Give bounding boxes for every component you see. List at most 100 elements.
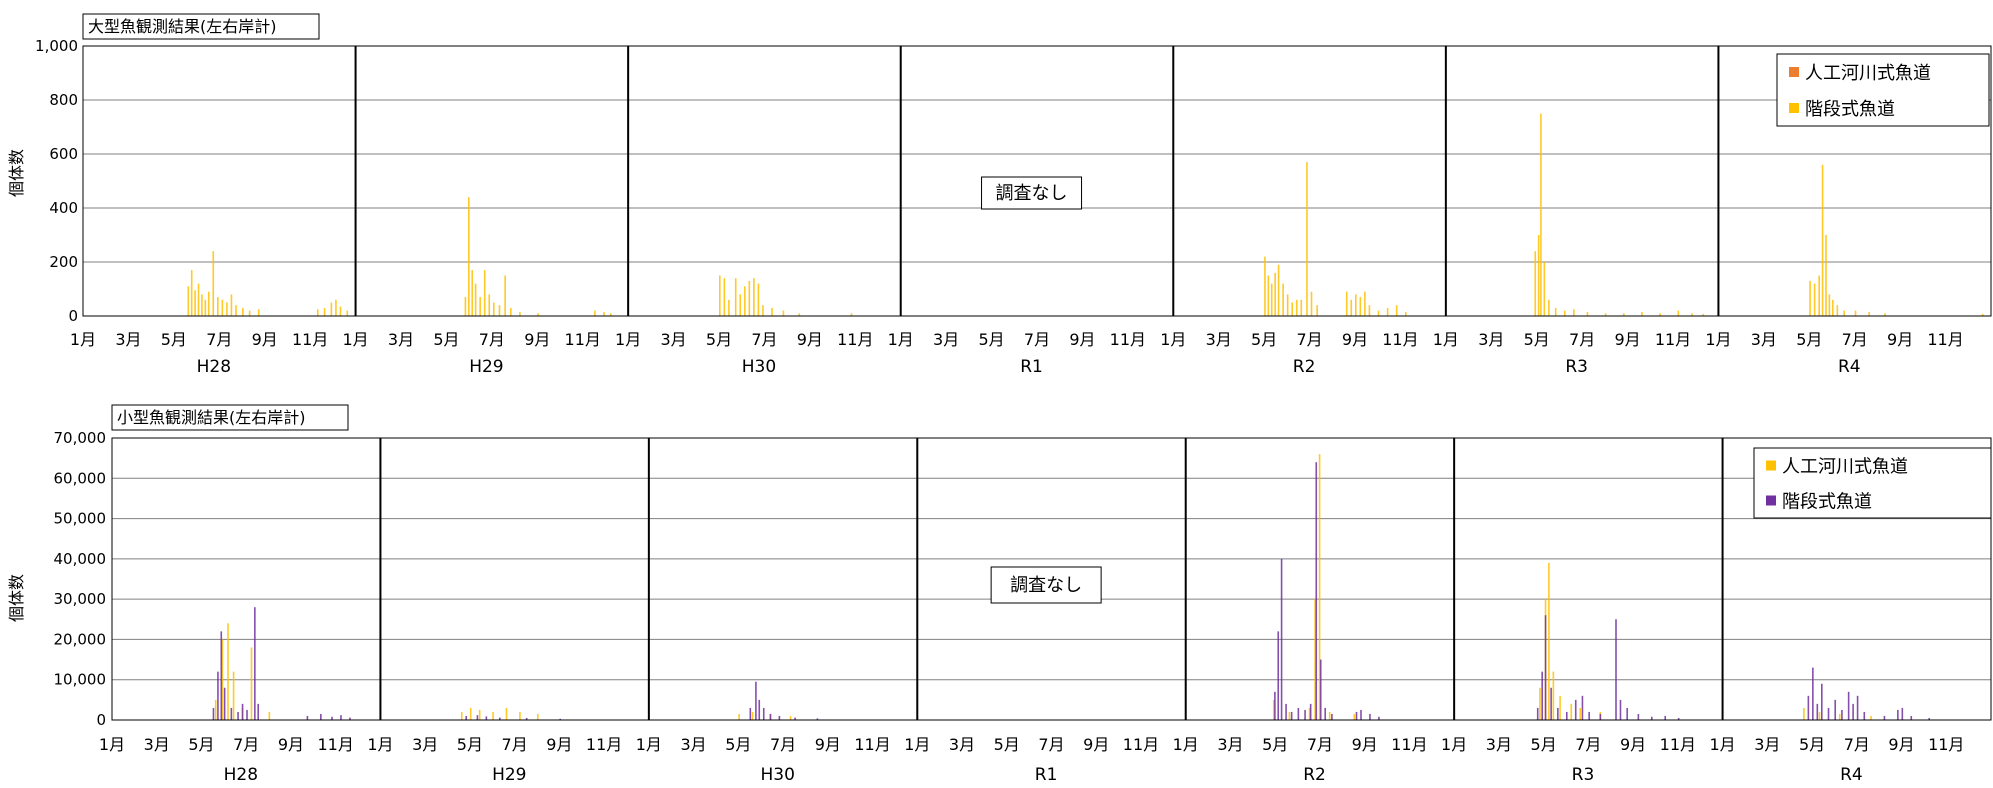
legend-box (1776, 53, 1990, 127)
no-survey-box (990, 566, 1102, 604)
x-month-label: 7月 (1569, 330, 1595, 349)
bar (241, 703, 244, 720)
bar (1832, 299, 1834, 316)
bar (762, 707, 765, 720)
bar (1677, 310, 1680, 316)
legend-swatch-artificial (1766, 460, 1776, 471)
bar (1353, 713, 1356, 720)
bar (230, 294, 233, 316)
bar (1306, 162, 1308, 316)
year-label: R1 (1035, 765, 1058, 785)
y-tick-label: 1,000 (35, 37, 78, 55)
chart-title: 大型魚観測結果(左右岸計) (88, 17, 277, 36)
bar (1852, 703, 1854, 720)
x-month-label: 7月 (1844, 735, 1870, 754)
x-month-label: 5月 (1251, 330, 1277, 349)
x-month-label: 11月 (1660, 735, 1696, 754)
bar (1574, 699, 1577, 720)
x-month-label: 1月 (70, 330, 96, 349)
x-month-label: 7月 (1296, 330, 1322, 349)
legend: 人工河川式魚道 階段式魚道 (1776, 53, 1990, 127)
x-month-label: 5月 (188, 735, 214, 754)
bar (719, 275, 721, 316)
y-tick-label: 60,000 (54, 469, 107, 487)
y-tick-labels: 0 200 400 600 800 1,000 (35, 37, 78, 325)
bar (476, 715, 479, 720)
bar (1641, 311, 1643, 316)
x-month-label: 5月 (1796, 330, 1822, 349)
x-month-label: 3月 (115, 330, 141, 349)
bar (798, 313, 801, 316)
bar (468, 197, 470, 316)
x-month-label: 9月 (1069, 330, 1095, 349)
bar (1286, 294, 1289, 316)
bar (1331, 713, 1333, 720)
x-month-label: 3月 (681, 735, 707, 754)
x-month-label: 1月 (1160, 330, 1186, 349)
bar (1838, 713, 1841, 720)
bar (212, 707, 215, 720)
bar (1315, 462, 1318, 720)
bar (1581, 695, 1584, 720)
chart-title-box (82, 13, 320, 40)
bar (217, 671, 219, 720)
bar (187, 286, 190, 316)
x-month-label: 9月 (1620, 735, 1646, 754)
no-survey-annotation: 調査なし (981, 176, 1083, 210)
bar (1818, 711, 1821, 720)
bar (1570, 703, 1573, 720)
bar (1883, 715, 1886, 720)
bar (1395, 305, 1398, 316)
bar (1291, 302, 1293, 316)
x-month-label: 5月 (1531, 735, 1557, 754)
bar (237, 711, 239, 720)
x-month-label: 5月 (457, 735, 483, 754)
bar (1270, 283, 1273, 316)
bar (519, 311, 521, 316)
bar (257, 703, 259, 720)
y-tick-labels: 0 10,000 20,000 30,000 40,000 50,000 60,000 70,… (54, 429, 107, 729)
bar (1843, 310, 1845, 316)
x-month-label: 5月 (433, 330, 459, 349)
chart-title-box (111, 404, 349, 431)
bar (1677, 717, 1680, 720)
legend-label-stepped: 階段式魚道 (1805, 99, 1895, 120)
bar (232, 671, 235, 720)
bar (1812, 667, 1814, 720)
x-month-label: 9月 (546, 735, 572, 754)
bar (1550, 687, 1552, 720)
bar (1368, 305, 1371, 316)
bar (743, 286, 746, 316)
x-month-label: 7月 (1842, 330, 1868, 349)
year-label: H30 (742, 357, 776, 377)
x-month-label: 1月 (1173, 735, 1199, 754)
year-label: R3 (1565, 357, 1588, 377)
bar (1816, 703, 1819, 720)
x-month-label: 11月 (1655, 330, 1691, 349)
bar (465, 715, 468, 720)
bar (320, 713, 322, 720)
bar (1586, 311, 1589, 316)
bar (194, 290, 196, 316)
bar (1563, 310, 1566, 316)
bar (223, 687, 226, 720)
year-label: R2 (1303, 765, 1326, 785)
bar (498, 305, 501, 316)
year-label: H29 (492, 765, 526, 785)
x-month-label: 7月 (770, 735, 796, 754)
bar (212, 251, 215, 316)
x-month-label: 5月 (978, 330, 1004, 349)
x-month-label: 5月 (994, 735, 1020, 754)
x-month-label: 11月 (292, 330, 328, 349)
year-dividers (354, 46, 1720, 316)
bar (1554, 307, 1557, 316)
bar (331, 716, 333, 720)
bar (748, 280, 751, 316)
x-month-label: 11月 (1928, 735, 1964, 754)
x-month-label: 7月 (751, 330, 777, 349)
bar (1328, 711, 1331, 720)
bar (248, 310, 251, 316)
legend-box (1753, 447, 1992, 519)
bar (1884, 313, 1886, 316)
